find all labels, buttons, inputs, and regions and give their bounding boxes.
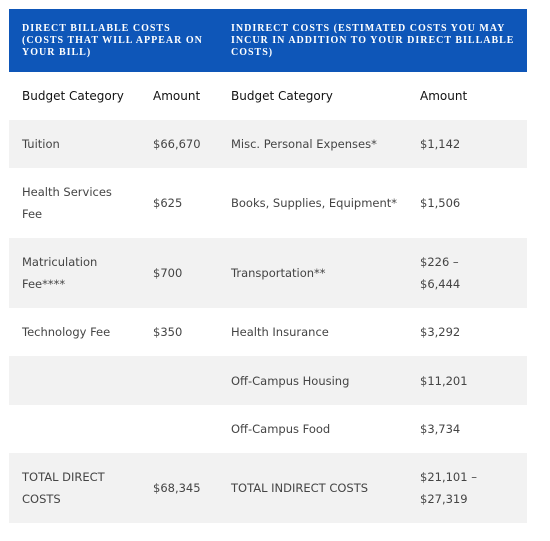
table-cell: $1,506: [420, 192, 527, 214]
table-row: Off-Campus Housing $11,201: [9, 356, 527, 405]
table-cell: Transportation**: [222, 262, 420, 284]
cell-text: Technology Fee: [22, 325, 111, 339]
column-header: Budget Category: [231, 89, 333, 103]
cell-text: $350: [153, 325, 183, 339]
table-cell: $68,345: [153, 477, 222, 499]
cell-text: $66,670: [153, 137, 201, 151]
table-cell: Technology Fee: [9, 321, 153, 343]
table-row: Technology Fee $350 Health Insurance $3,292: [9, 308, 527, 356]
indirect-header: INDIRECT COSTS (ESTIMATED COSTS YOU MAY …: [231, 23, 515, 58]
table-cell: $3,734: [420, 418, 527, 440]
direct-header: DIRECT BILLABLE COSTS (COSTS THAT WILL A…: [22, 23, 203, 58]
table-row: Tuition $66,670 Misc. Personal Expenses* $1…: [9, 120, 527, 168]
cell-text: $3,292: [420, 325, 461, 339]
cell-text: Transportation**: [231, 266, 326, 280]
table-row: Health Services Fee $625 Books, Supplies, …: [9, 168, 527, 238]
table-cell: Off-Campus Food: [222, 418, 420, 440]
table-cell: Misc. Personal Expenses*: [222, 133, 420, 155]
table-cell: Health Insurance: [222, 321, 420, 343]
table-cell: $700: [153, 262, 222, 284]
column-headers: Budget Category Amount Budget Category A…: [9, 72, 527, 120]
column-header: Amount: [420, 89, 468, 103]
table-cell: $21,101 – $27,319: [420, 466, 527, 510]
cell-text: Health Insurance: [231, 325, 329, 339]
table-body: Tuition $66,670 Misc. Personal Expenses* $1…: [9, 120, 527, 523]
column-header: Budget Category: [22, 89, 124, 103]
table-cell: Books, Supplies, Equipment*: [222, 192, 420, 214]
table-cell: $66,670: [153, 133, 222, 155]
cell-text: Off-Campus Food: [231, 422, 331, 436]
cell-text: Health Services Fee: [22, 185, 112, 221]
table-cell: TOTAL INDIRECT COSTS: [222, 477, 420, 499]
table-header: DIRECT BILLABLE COSTS (COSTS THAT WILL A…: [9, 9, 527, 72]
table-cell: $226 – $6,444: [420, 251, 527, 295]
cell-text: TOTAL INDIRECT COSTS: [231, 481, 369, 495]
cell-text: Tuition: [22, 137, 60, 151]
cell-text: $625: [153, 196, 183, 210]
cell-text: TOTAL DIRECT COSTS: [22, 470, 105, 506]
table-cell: Tuition: [9, 133, 153, 155]
table-row: Matriculation Fee**** $700 Transportation*…: [9, 238, 527, 308]
cell-text: $68,345: [153, 481, 201, 495]
cell-text: Off-Campus Housing: [231, 373, 350, 388]
table-row: TOTAL DIRECT COSTS $68,345 TOTAL INDIRECT …: [9, 453, 527, 523]
table-cell: $625: [153, 192, 222, 214]
cell-text: $226 – $6,444: [420, 255, 461, 291]
cell-text: Misc. Personal Expenses*: [231, 137, 377, 151]
table-cell: Health Services Fee: [9, 181, 153, 225]
table-cell: Off-Campus Housing: [222, 370, 420, 392]
cell-text: $11,201: [420, 373, 468, 388]
cell-text: $21,101 – $27,319: [420, 470, 477, 506]
cell-text: Books, Supplies, Equipment*: [231, 196, 398, 210]
table-cell: $1,142: [420, 133, 527, 155]
table-cell: Matriculation Fee****: [9, 251, 153, 295]
cell-text: Matriculation Fee****: [22, 255, 98, 291]
table-cell: $11,201: [420, 370, 527, 392]
cost-table: DIRECT BILLABLE COSTS (COSTS THAT WILL A…: [9, 9, 527, 523]
cell-text: $1,142: [420, 137, 461, 151]
cell-text: $700: [153, 266, 183, 280]
column-header: Amount: [153, 89, 201, 103]
cell-text: $3,734: [420, 422, 461, 436]
table-cell: $3,292: [420, 321, 527, 343]
table-cell: $350: [153, 321, 222, 343]
table-row: Off-Campus Food $3,734: [9, 405, 527, 453]
cell-text: $1,506: [420, 196, 461, 210]
table-cell: TOTAL DIRECT COSTS: [9, 466, 153, 510]
